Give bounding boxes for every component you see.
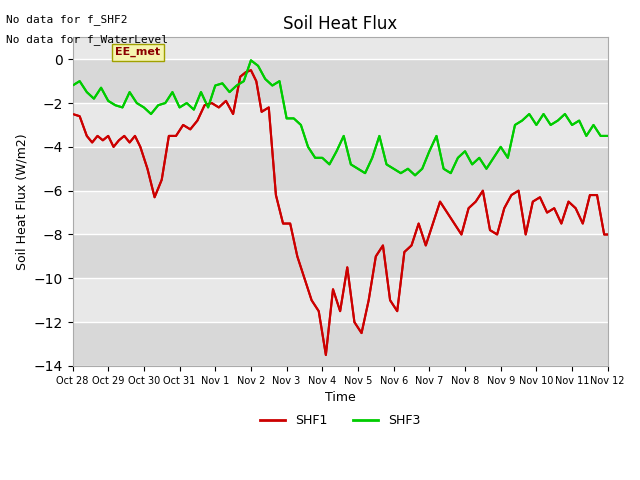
SHF1 (322, 352, 330, 358)
SHF1 (557, 221, 565, 227)
Line: SHF3: SHF3 (72, 60, 608, 175)
SHF1 (422, 242, 429, 248)
SHF3 (426, 148, 433, 154)
SHF3 (261, 76, 269, 82)
SHF3 (511, 122, 519, 128)
Bar (72, 278, 608, 322)
Title: Soil Heat Flux: Soil Heat Flux (283, 15, 397, 33)
Bar (72, 322, 608, 366)
SHF1 (247, 67, 255, 73)
SHF1 (444, 210, 451, 216)
SHF1 (401, 249, 408, 255)
Bar (72, 235, 608, 278)
SHF3 (118, 105, 126, 110)
SHF1 (394, 308, 401, 314)
Bar (72, 103, 608, 147)
Line: SHF1: SHF1 (72, 70, 608, 355)
SHF3 (354, 166, 362, 172)
Bar (72, 147, 608, 191)
SHF3 (247, 58, 255, 63)
X-axis label: Time: Time (324, 391, 355, 404)
SHF1 (301, 276, 308, 281)
SHF3 (604, 133, 612, 139)
SHF1 (68, 111, 76, 117)
SHF1 (604, 232, 612, 238)
Text: EE_met: EE_met (115, 47, 161, 58)
Text: No data for f_WaterLevel: No data for f_WaterLevel (6, 34, 168, 45)
Legend: SHF1, SHF3: SHF1, SHF3 (255, 409, 425, 432)
Y-axis label: Soil Heat Flux (W/m2): Soil Heat Flux (W/m2) (15, 133, 28, 270)
SHF3 (440, 166, 447, 172)
Bar (72, 191, 608, 235)
SHF3 (68, 83, 76, 88)
SHF3 (412, 172, 419, 178)
Text: No data for f_SHF2: No data for f_SHF2 (6, 14, 128, 25)
Bar (72, 59, 608, 103)
